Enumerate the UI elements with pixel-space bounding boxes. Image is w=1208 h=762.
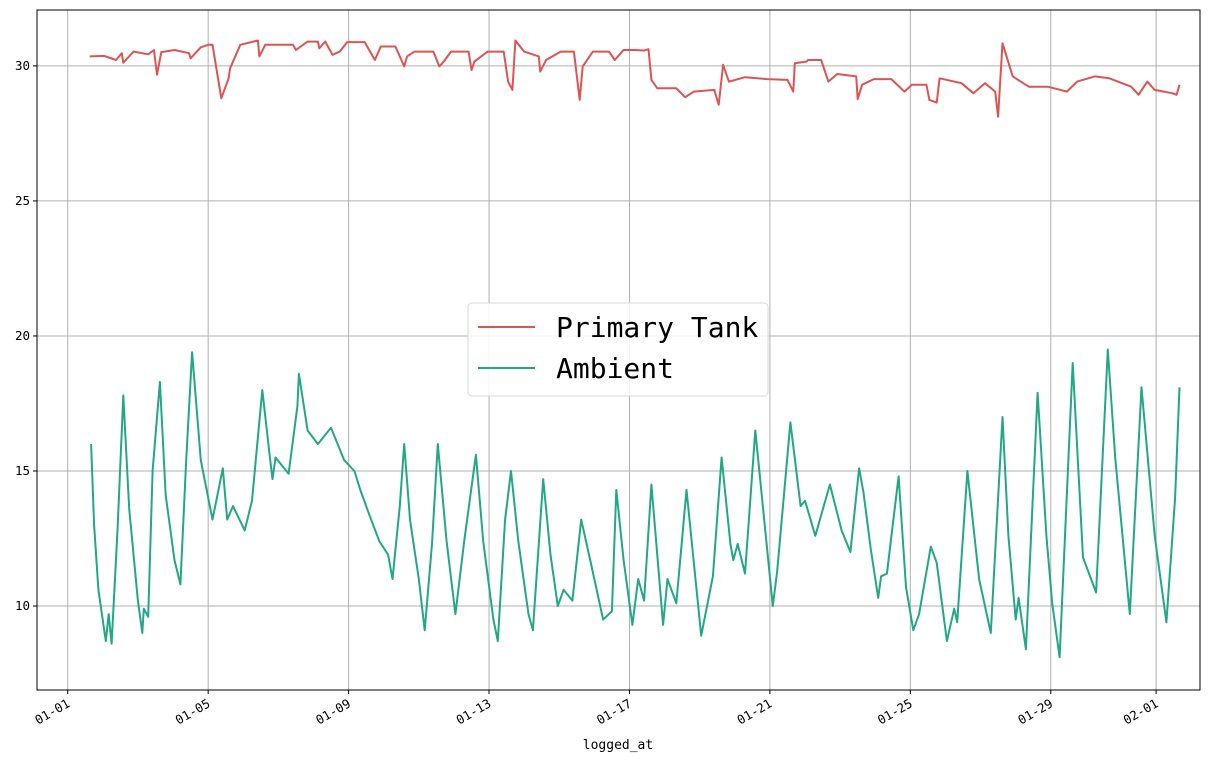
series-line-ambient	[90, 348, 1181, 659]
legend-label-ambient: Ambient	[556, 352, 674, 385]
series-line-primary-tank	[89, 39, 1181, 118]
y-tick-label: 20	[15, 328, 30, 343]
plot-frame	[36, 9, 1201, 691]
legend-box	[467, 302, 769, 397]
x-axis-label: logged_at	[583, 738, 653, 753]
y-axis: 10 15 20 25 30	[15, 58, 37, 613]
y-tick-label: 10	[15, 598, 30, 613]
y-tick-label: 30	[15, 58, 30, 73]
y-tick-label: 15	[15, 463, 30, 478]
legend-label-primary-tank: Primary Tank	[556, 311, 758, 344]
y-tick-label: 25	[15, 193, 30, 208]
legend: Primary Tank Ambient	[467, 302, 769, 397]
series-lines	[89, 39, 1181, 659]
